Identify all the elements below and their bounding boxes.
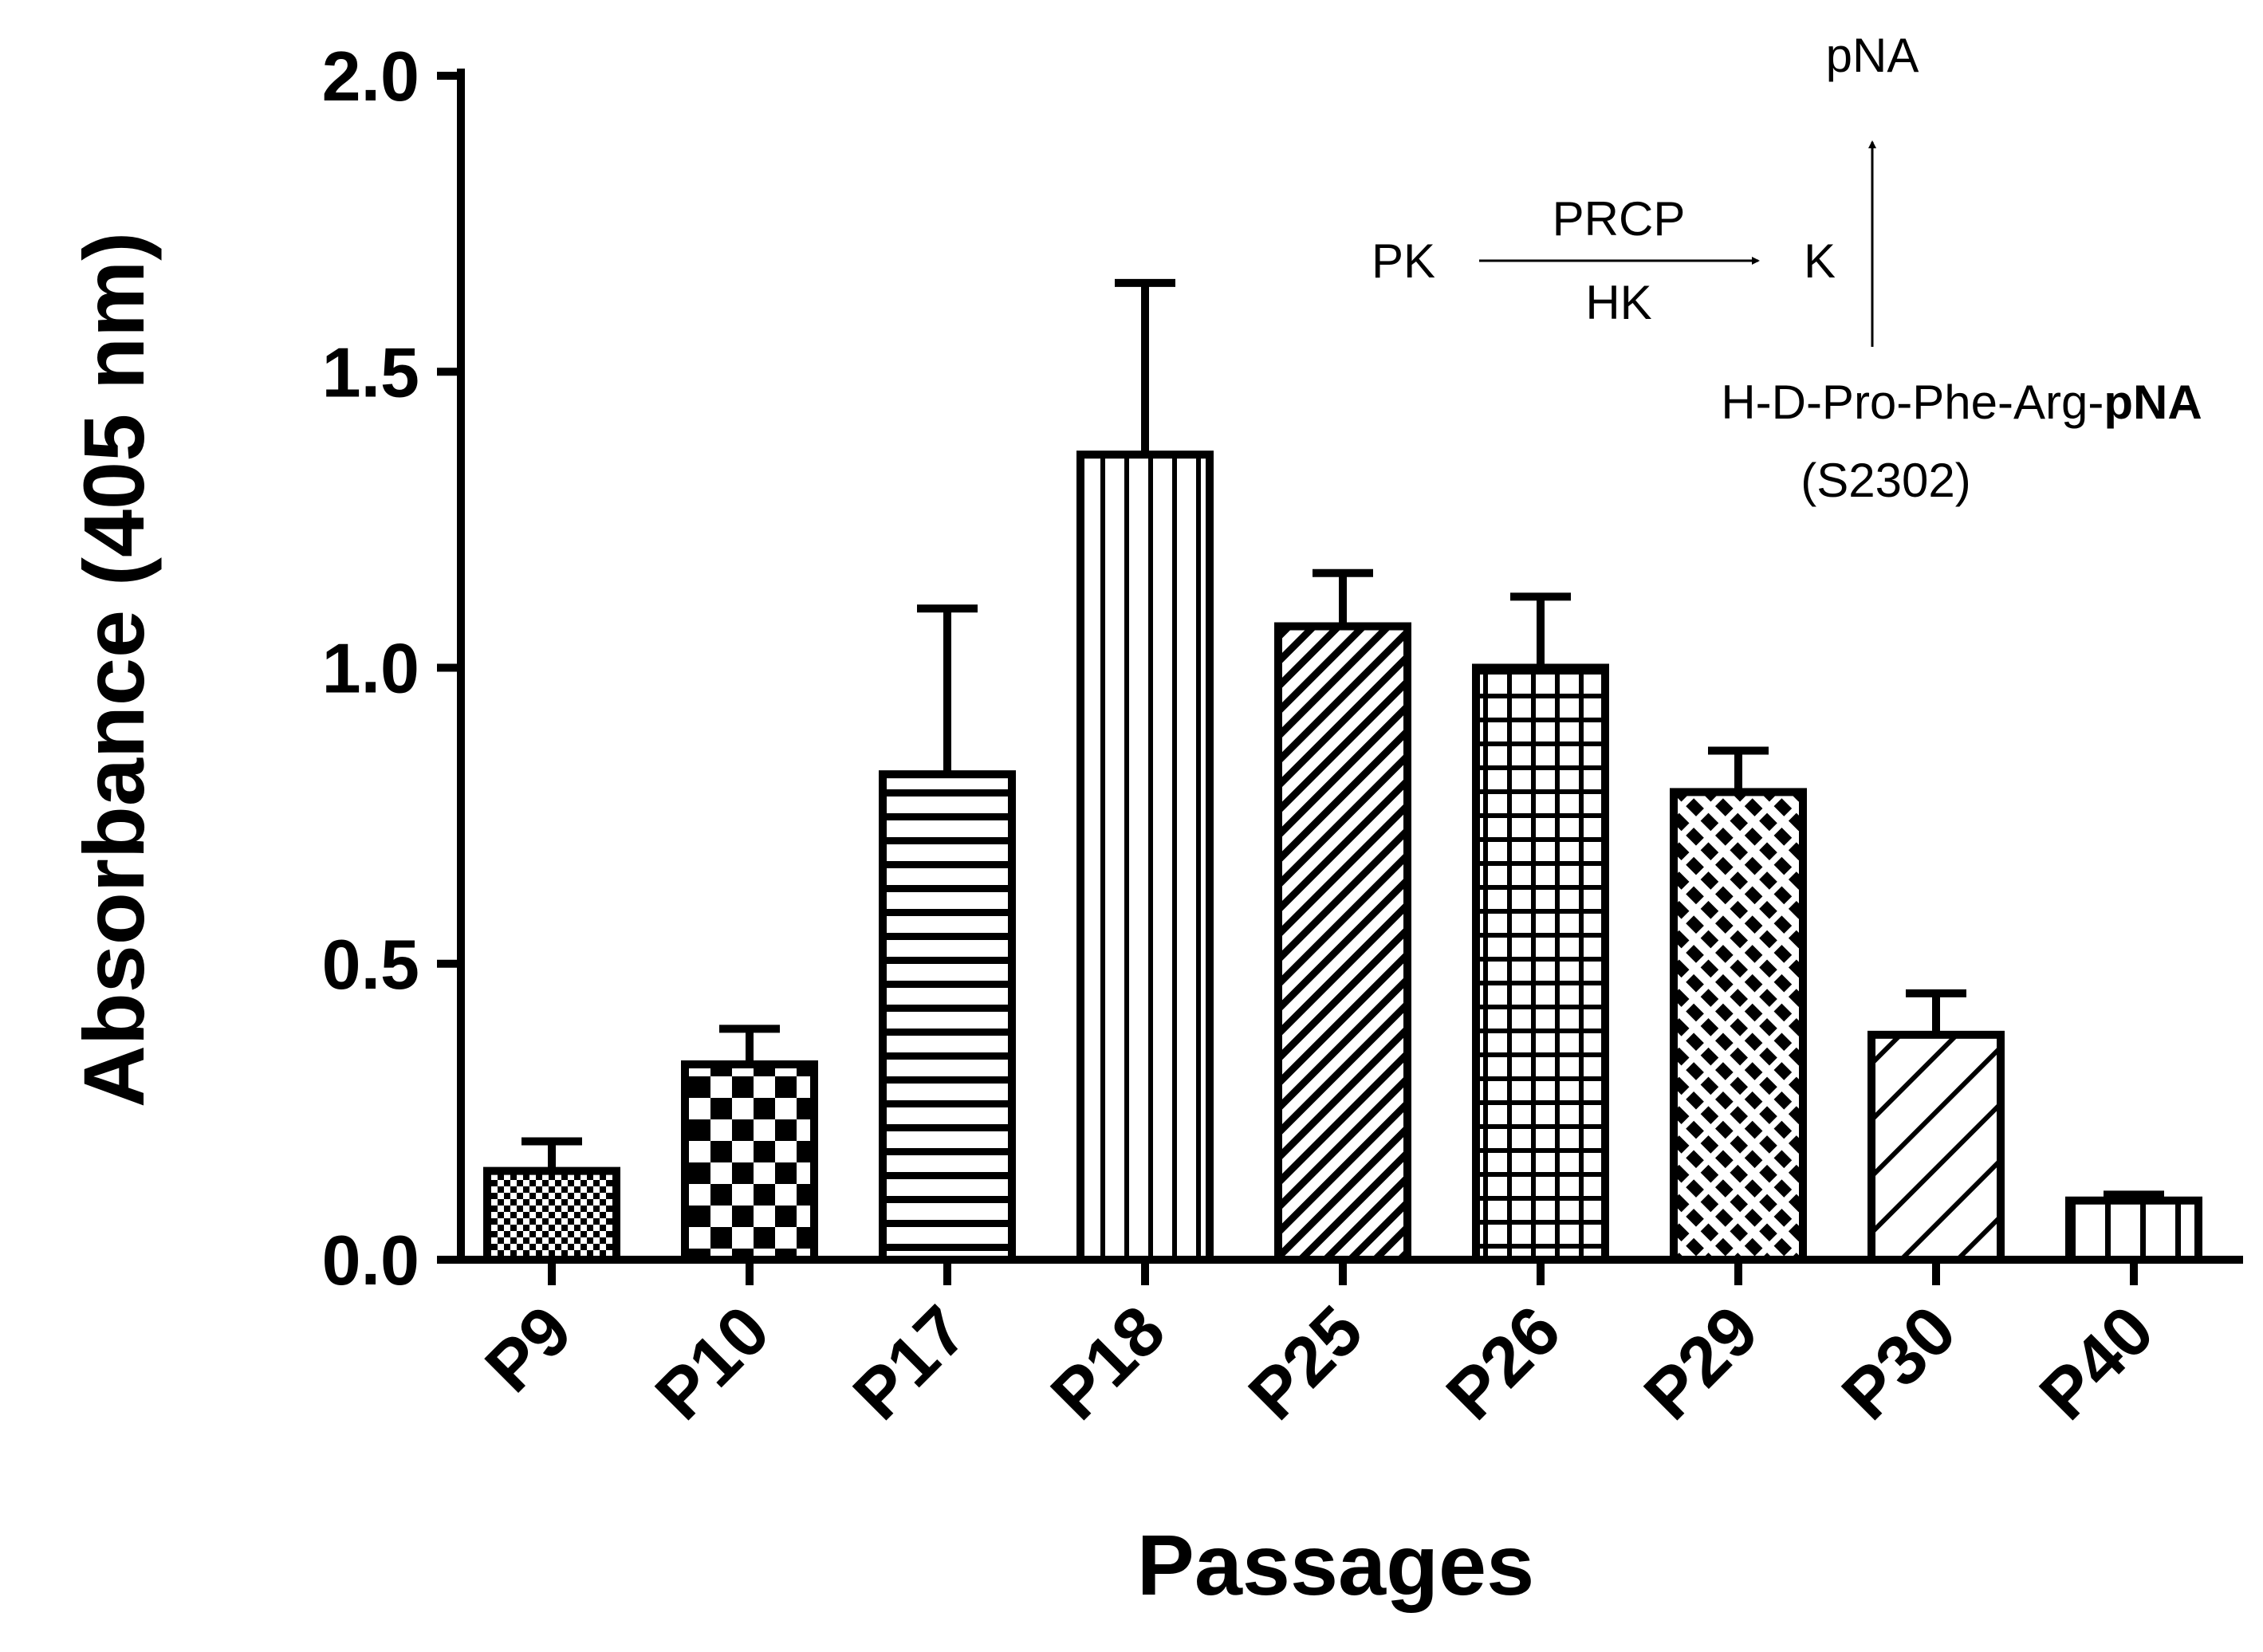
scheme-cofactor-top: PRCP — [1553, 192, 1686, 246]
y-tick-label: 2.0 — [322, 37, 419, 116]
x-tick-label-p40: P40 — [2025, 1290, 2169, 1434]
x-ticks: P9 P10 P17 P18 P25 P26 P29 P30 P40 — [470, 1260, 2168, 1434]
x-tick-label-p26: P26 — [1431, 1290, 1576, 1434]
x-tick-label-p18: P18 — [1036, 1290, 1180, 1434]
scheme-chromogen-prefix: H-D-Pro-Phe-Arg- — [1721, 376, 2104, 429]
bar-p29 — [1670, 788, 1807, 1264]
y-tick-label: 0.0 — [322, 1221, 419, 1300]
x-axis-label: Passages — [1137, 1516, 1534, 1613]
x-tick-label-p25: P25 — [1234, 1290, 1378, 1434]
y-tick-label: 1.0 — [322, 629, 419, 708]
bar-p40 — [2065, 1196, 2202, 1264]
scheme-product-label: K — [1804, 234, 1836, 288]
bar-p25 — [1274, 622, 1411, 1264]
bar-p18 — [1076, 450, 1214, 1264]
x-tick-label-p10: P10 — [640, 1290, 785, 1434]
bar-p9 — [483, 1166, 620, 1264]
x-tick-label-p29: P29 — [1629, 1290, 1773, 1434]
x-tick-label-p30: P30 — [1827, 1290, 1971, 1434]
y-tick-label: 0.5 — [322, 925, 419, 1004]
bar-p10 — [681, 1060, 818, 1264]
error-bars-layer — [521, 278, 2164, 1201]
bar-p17 — [879, 770, 1016, 1264]
scheme-chromogen-label: H-D-Pro-Phe-Arg-pNA — [1721, 376, 2202, 429]
scheme-chromogen-name: (S2302) — [1801, 454, 1970, 507]
y-tick-label: 1.5 — [322, 332, 419, 411]
scheme-released-label: pNA — [1826, 29, 1919, 82]
reaction-scheme: pNA PK PRCP HK K H-D-Pro-Phe-Arg-pNA (S2… — [1372, 29, 2202, 507]
y-axis-label: Absorbance (405 nm) — [65, 232, 162, 1107]
scheme-cofactor-bottom: HK — [1585, 276, 1651, 329]
scheme-substrate-label: PK — [1372, 234, 1435, 288]
bar-p26 — [1472, 663, 1609, 1264]
scheme-chromogen-bold: pNA — [2104, 376, 2202, 429]
x-tick-label-p9: P9 — [470, 1290, 586, 1406]
x-tick-label-p17: P17 — [838, 1290, 982, 1434]
bar-p30 — [1867, 1030, 2005, 1264]
y-ticks: 0.0 0.5 1.0 1.5 2.0 — [322, 37, 461, 1300]
